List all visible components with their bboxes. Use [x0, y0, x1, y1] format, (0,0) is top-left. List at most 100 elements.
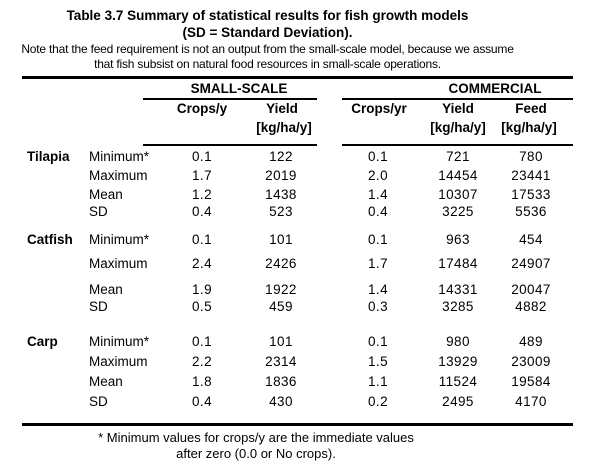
table-note-line2: that fish subsist on natural food resour…	[94, 56, 441, 71]
footnote: * Minimum values for crops/y are the imm…	[0, 430, 512, 462]
species-label: Carp	[27, 334, 58, 349]
value-cell: 0.1	[192, 149, 212, 164]
value-cell: 101	[269, 334, 293, 349]
bottom-rule	[22, 423, 573, 426]
stat-label: Mean	[89, 282, 123, 297]
value-cell: 0.1	[192, 334, 212, 349]
stat-label: SD	[89, 394, 108, 409]
value-cell: 17533	[511, 187, 551, 202]
value-cell: 1922	[265, 282, 297, 297]
species-label: Catfish	[27, 232, 73, 247]
value-cell: 0.2	[368, 394, 388, 409]
value-cell: 3285	[442, 299, 474, 314]
value-cell: 0.4	[192, 204, 212, 219]
value-cell: 1.5	[368, 354, 388, 369]
value-cell: 0.4	[192, 394, 212, 409]
value-cell: 2.0	[368, 168, 388, 183]
commercial-header-underline	[342, 144, 573, 146]
unit-label-com-yield: [kg/ha/y]	[430, 120, 486, 135]
value-cell: 1438	[265, 187, 297, 202]
stat-label: Maximum	[89, 354, 148, 369]
value-cell: 2.4	[192, 256, 212, 271]
column-header-com-yield: Yield	[442, 101, 474, 116]
stat-label: Minimum*	[89, 334, 150, 349]
value-cell: 0.4	[368, 204, 388, 219]
value-cell: 0.1	[368, 149, 388, 164]
value-cell: 2314	[265, 354, 297, 369]
value-cell: 1836	[265, 374, 297, 389]
value-cell: 963	[446, 232, 470, 247]
value-cell: 1.7	[368, 256, 388, 271]
top-rule	[22, 76, 573, 79]
unit-label-com-feed: [kg/ha/y]	[501, 120, 557, 135]
value-cell: 24907	[511, 256, 551, 271]
value-cell: 4170	[515, 394, 547, 409]
column-header-ss-crops: Crops/y	[176, 101, 228, 116]
value-cell: 101	[269, 232, 293, 247]
group-header-commercial: COMMERCIAL	[448, 81, 542, 96]
value-cell: 5536	[515, 204, 547, 219]
value-cell: 454	[519, 232, 543, 247]
value-cell: 17484	[438, 256, 478, 271]
value-cell: 1.7	[192, 168, 212, 183]
value-cell: 430	[269, 394, 293, 409]
value-cell: 980	[446, 334, 470, 349]
footnote-line2: after zero (0.0 or No crops).	[176, 446, 336, 461]
stat-label: SD	[89, 204, 108, 219]
stat-label: Mean	[89, 374, 123, 389]
value-cell: 1.4	[368, 187, 388, 202]
value-cell: 721	[446, 149, 470, 164]
value-cell: 10307	[438, 187, 478, 202]
value-cell: 11524	[438, 374, 478, 389]
commercial-group-underline	[342, 98, 573, 100]
group-header-small-scale: SMALL-SCALE	[190, 81, 288, 96]
column-header-com-crops: Crops/yr	[351, 101, 407, 116]
value-cell: 14331	[438, 282, 478, 297]
value-cell: 4882	[515, 299, 547, 314]
value-cell: 0.3	[368, 299, 388, 314]
value-cell: 0.5	[192, 299, 212, 314]
small-scale-group-underline	[143, 98, 317, 100]
value-cell: 0.1	[192, 232, 212, 247]
value-cell: 2426	[265, 256, 297, 271]
value-cell: 23441	[511, 168, 551, 183]
value-cell: 20047	[511, 282, 551, 297]
table-note: Note that the feed requirement is not an…	[0, 42, 535, 71]
stat-label: Minimum*	[89, 232, 150, 247]
value-cell: 13929	[438, 354, 478, 369]
column-header-com-feed: Feed	[515, 101, 547, 116]
stat-label: Maximum	[89, 168, 148, 183]
value-cell: 0.1	[368, 232, 388, 247]
stat-label: Mean	[89, 187, 123, 202]
value-cell: 23009	[511, 354, 551, 369]
value-cell: 1.2	[192, 187, 212, 202]
value-cell: 3225	[442, 204, 474, 219]
value-cell: 780	[519, 149, 543, 164]
value-cell: 489	[519, 334, 543, 349]
table-title-line2: (SD = Standard Deviation).	[182, 24, 353, 40]
stat-label: Maximum	[89, 256, 148, 271]
value-cell: 1.1	[368, 374, 388, 389]
value-cell: 2495	[442, 394, 474, 409]
value-cell: 459	[269, 299, 293, 314]
value-cell: 122	[269, 149, 293, 164]
column-header-ss-yield: Yield	[266, 101, 298, 116]
footnote-line1: * Minimum values for crops/y are the imm…	[98, 430, 414, 445]
value-cell: 523	[269, 204, 293, 219]
stat-label: SD	[89, 299, 108, 314]
table-title-line1: Table 3.7 Summary of statistical results…	[66, 8, 469, 23]
value-cell: 0.1	[368, 334, 388, 349]
unit-label-ss-yield: [kg/ha/y]	[256, 120, 312, 135]
table-title: Table 3.7 Summary of statistical results…	[0, 8, 535, 41]
value-cell: 1.4	[368, 282, 388, 297]
value-cell: 1.9	[192, 282, 212, 297]
value-cell: 19584	[511, 374, 551, 389]
value-cell: 1.8	[192, 374, 212, 389]
stat-label: Minimum*	[89, 149, 150, 164]
species-label: Tilapia	[27, 149, 70, 164]
value-cell: 2019	[265, 168, 297, 183]
small-scale-header-underline	[143, 144, 317, 146]
table-note-line1: Note that the feed requirement is not an…	[21, 42, 514, 56]
value-cell: 2.2	[192, 354, 212, 369]
